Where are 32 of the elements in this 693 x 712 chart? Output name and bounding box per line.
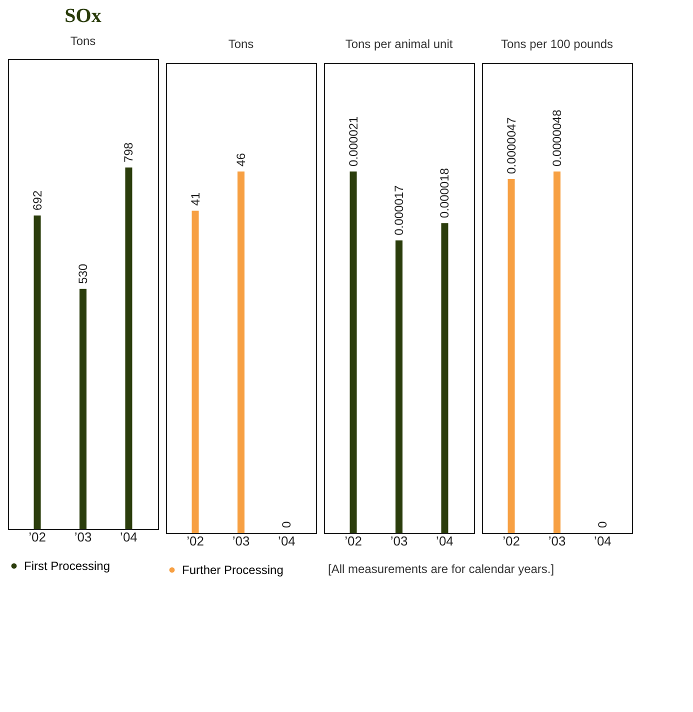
x-tick-label: ’02	[344, 534, 362, 548]
chart-subtitle: Tons	[70, 34, 96, 48]
x-tick-label: ’03	[390, 534, 408, 548]
data-label: 41	[188, 192, 202, 206]
data-label: 0.000018	[438, 168, 452, 218]
x-tick-label: ’03	[74, 530, 92, 544]
x-tick-label: ’02	[186, 534, 204, 548]
data-label: 530	[76, 264, 90, 284]
x-tick-label: ’02	[502, 534, 520, 548]
text: [All measurements are for calendar years.]	[328, 562, 554, 576]
data-label: 46	[234, 152, 248, 166]
x-tick-label: ’03	[548, 534, 566, 548]
data-label: 0	[280, 521, 294, 528]
x-tick-label: ’02	[28, 530, 46, 544]
data-label: 0	[596, 521, 610, 528]
chart-title: SOx	[64, 5, 102, 27]
x-tick-label: ’04	[436, 534, 454, 548]
x-tick-label: ’04	[594, 534, 612, 548]
chart-title: Tons	[228, 37, 254, 51]
x-tick-label: ’04	[278, 534, 296, 548]
x-tick-label: ’04	[120, 530, 138, 544]
legend-label: Further Processing	[182, 563, 284, 577]
data-label: 0.0000048	[550, 109, 564, 166]
data-label: 0.0000047	[504, 116, 518, 174]
chart-title: Tons per 100 pounds	[500, 37, 614, 51]
data-label: 692	[30, 190, 44, 210]
chart-title: Tons per animal unit	[345, 37, 454, 51]
x-tick-label: ’03	[232, 534, 250, 548]
legend-label: First Processing	[24, 559, 110, 573]
data-label: 798	[122, 142, 136, 162]
data-label: 0.000017	[392, 184, 406, 236]
data-label: 0.000021	[346, 116, 360, 166]
